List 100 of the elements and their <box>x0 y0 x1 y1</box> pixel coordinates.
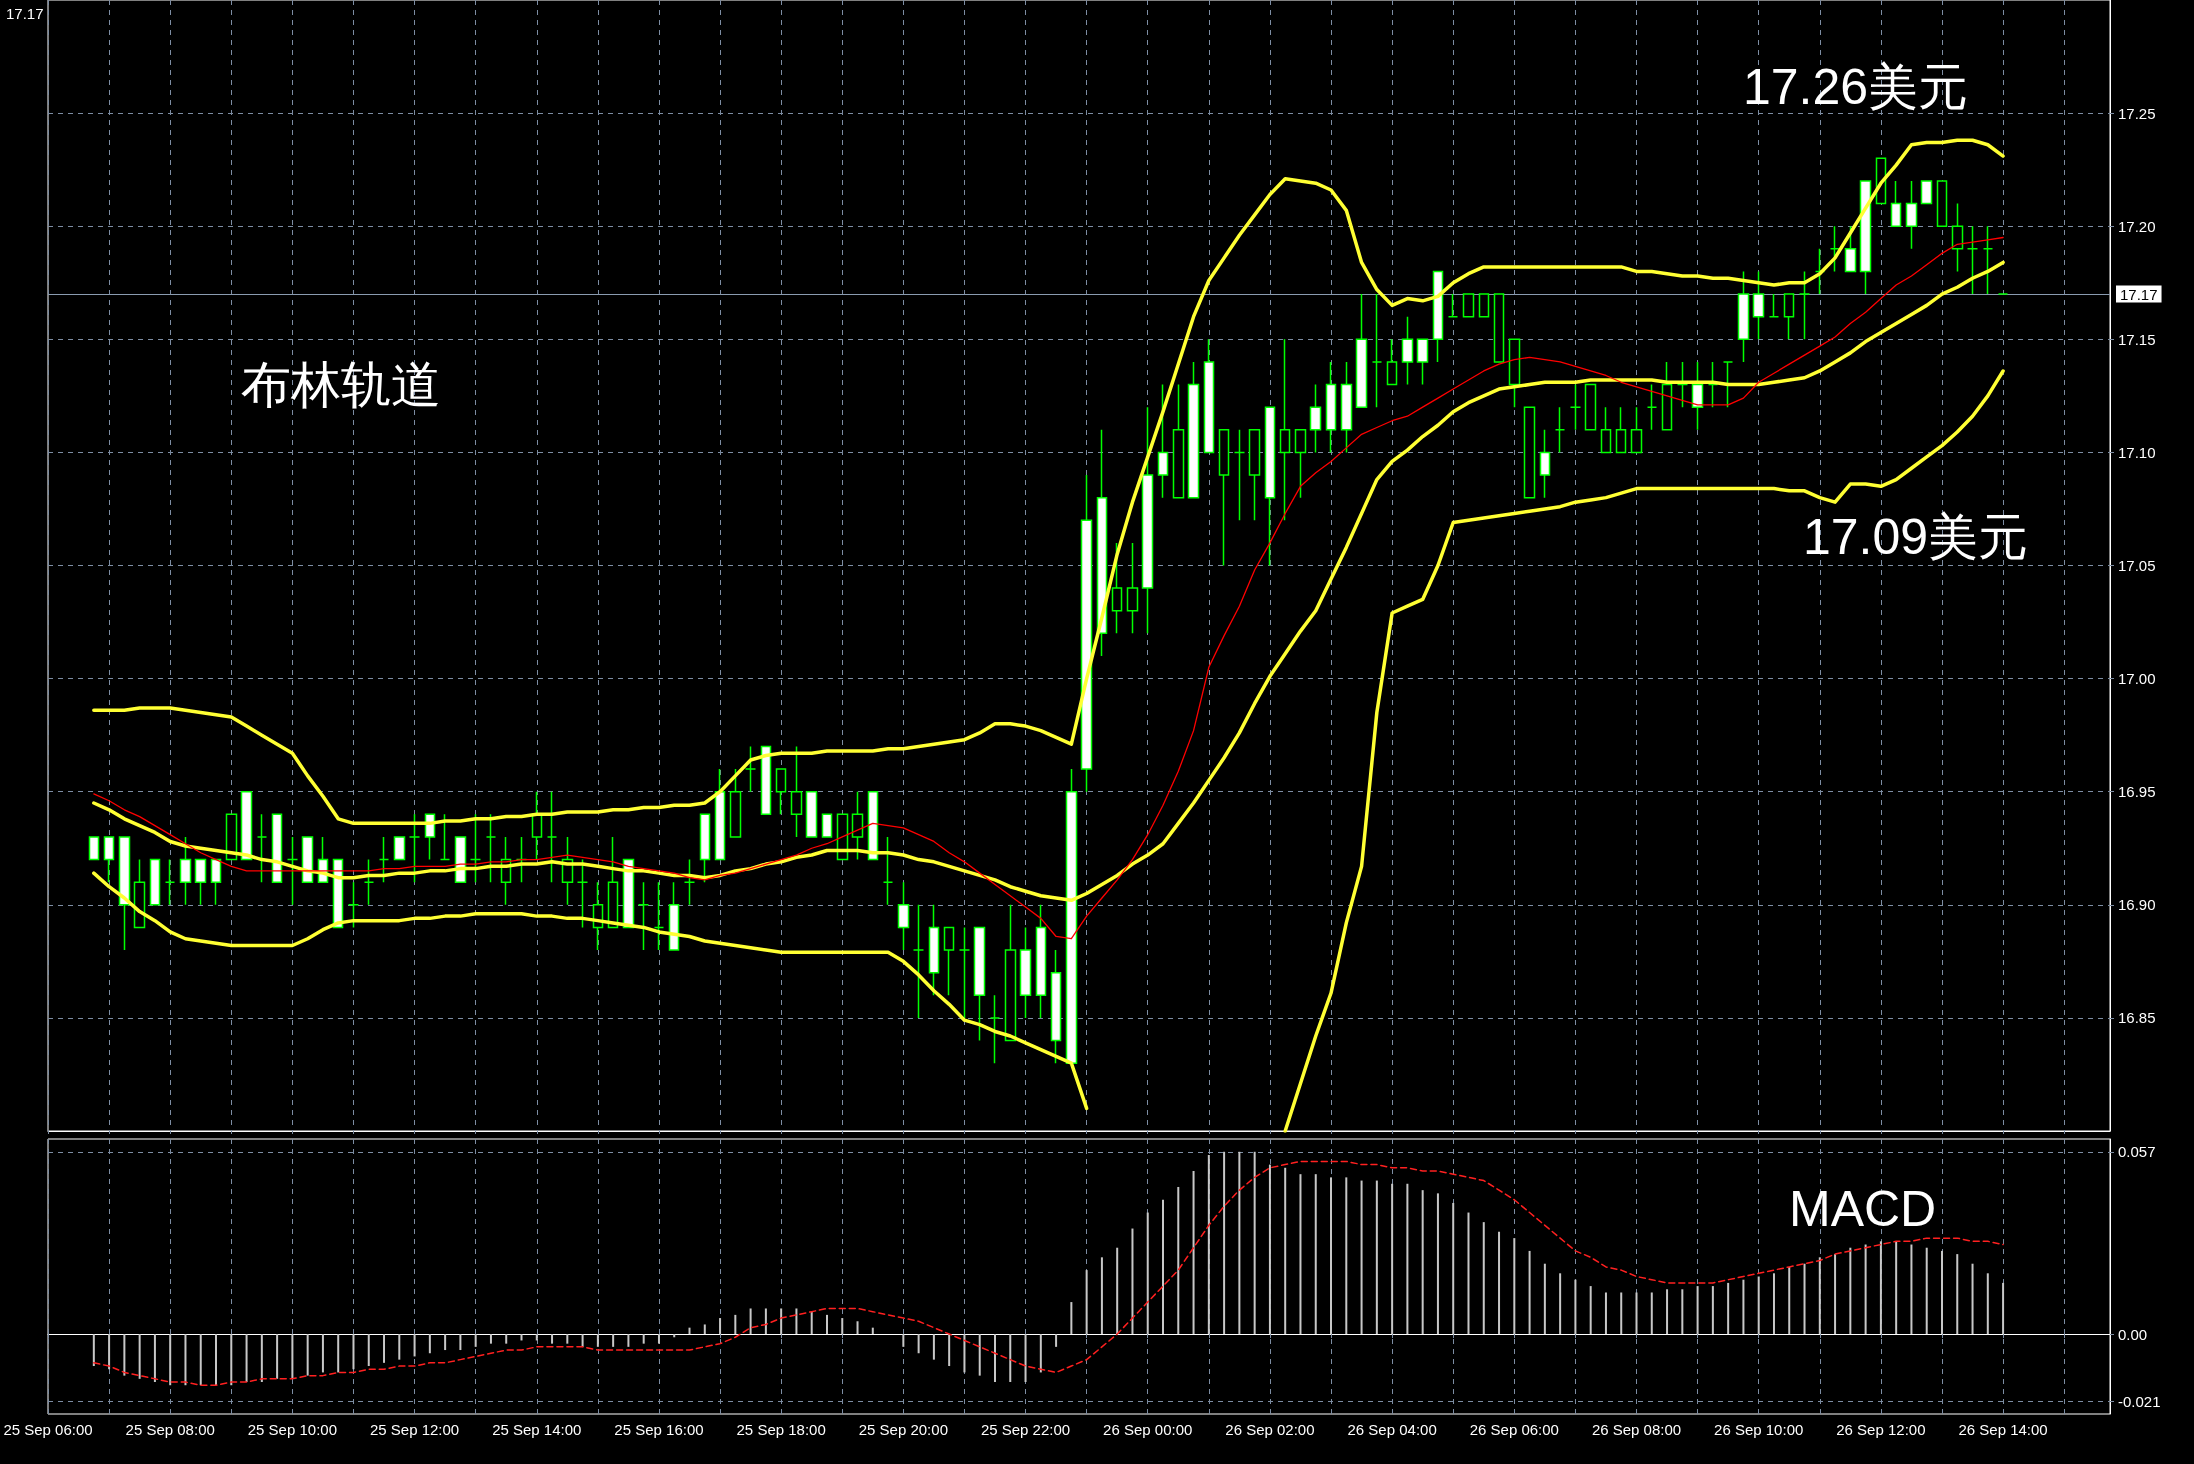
bar <box>963 1334 966 1373</box>
x-tick-label: 26 Sep 12:00 <box>1836 1421 1926 1438</box>
bar <box>688 1327 691 1335</box>
bar <box>260 1334 263 1383</box>
bar <box>398 1334 401 1360</box>
annotation: 17.09美元 <box>1803 509 2029 565</box>
bar <box>551 1334 554 1344</box>
candlestick <box>149 858 161 906</box>
bar <box>856 1321 859 1335</box>
candlestick <box>1539 429 1551 499</box>
x-tick-label: 26 Sep 14:00 <box>1958 1421 2048 1438</box>
bar <box>719 1318 722 1335</box>
candlestick <box>1905 180 1918 250</box>
bar <box>1757 1276 1760 1335</box>
bar <box>1513 1238 1516 1335</box>
candlestick <box>469 813 482 883</box>
candlestick <box>118 836 131 951</box>
bar <box>108 1334 111 1370</box>
bar <box>1467 1212 1470 1335</box>
bar <box>199 1334 202 1386</box>
bar <box>764 1308 767 1335</box>
candlestick <box>1920 180 1933 205</box>
bar <box>1574 1279 1577 1335</box>
bar <box>1314 1174 1317 1335</box>
bar <box>1727 1282 1730 1335</box>
candlestick <box>1508 338 1521 408</box>
candlestick <box>1233 429 1246 522</box>
candlestick <box>882 836 894 906</box>
bar <box>1940 1250 1943 1335</box>
bar <box>383 1334 386 1363</box>
bar <box>1330 1177 1333 1335</box>
candlestick <box>714 768 726 861</box>
candlestick <box>103 836 115 883</box>
bar <box>1146 1212 1149 1335</box>
bar <box>1177 1186 1180 1335</box>
bar <box>184 1334 187 1386</box>
bar <box>169 1334 172 1386</box>
candlestick <box>1264 406 1276 567</box>
bar <box>612 1334 615 1347</box>
candlestick <box>210 858 222 906</box>
candlestick <box>790 745 803 838</box>
bar <box>948 1334 951 1367</box>
candlestick <box>1783 293 1795 341</box>
bar <box>1849 1247 1852 1335</box>
candlestick <box>179 836 192 906</box>
bar <box>1436 1193 1439 1335</box>
candlestick <box>973 926 986 1042</box>
bar <box>1895 1241 1898 1335</box>
candlestick <box>1371 293 1383 408</box>
candlestick <box>805 790 818 838</box>
x-tick-label: 26 Sep 04:00 <box>1347 1421 1437 1438</box>
bar <box>1971 1263 1974 1335</box>
candlestick <box>1248 429 1261 522</box>
bar <box>1604 1292 1607 1335</box>
candlestick <box>1829 225 1841 273</box>
bar <box>1986 1273 1989 1335</box>
bar <box>566 1334 569 1344</box>
candlestick <box>164 858 176 906</box>
bar <box>1482 1222 1485 1335</box>
bar <box>1666 1289 1669 1335</box>
candlestick <box>1126 542 1139 635</box>
annotation: 17.26美元 <box>1743 59 1969 115</box>
candlestick <box>607 836 619 929</box>
candlestick <box>531 790 543 861</box>
x-tick-label: 26 Sep 08:00 <box>1591 1421 1682 1438</box>
bar <box>1452 1202 1455 1335</box>
bar <box>230 1334 233 1386</box>
bar <box>627 1334 630 1347</box>
candlestick <box>1279 338 1291 522</box>
candlestick <box>88 836 100 861</box>
bar <box>1345 1177 1348 1335</box>
bar <box>1498 1231 1501 1335</box>
bar <box>444 1334 447 1351</box>
candlestick <box>1111 542 1123 635</box>
bar <box>1268 1164 1271 1335</box>
bar <box>1528 1250 1531 1335</box>
bar <box>1834 1254 1837 1335</box>
candlestick <box>1401 315 1414 386</box>
x-tick-label: 26 Sep 10:00 <box>1714 1421 1804 1438</box>
candlestick <box>1218 429 1230 567</box>
bar <box>1742 1279 1745 1335</box>
bar <box>1696 1286 1699 1335</box>
y-tick-label: 16.95 <box>2118 783 2156 801</box>
candlestick <box>1676 361 1689 408</box>
candlestick <box>1432 270 1444 363</box>
candlestick <box>1844 225 1857 273</box>
ref-line-label: 17.17 <box>2120 285 2158 303</box>
candlestick <box>1951 202 1964 273</box>
candlestick <box>256 813 268 883</box>
candlestick <box>1416 338 1429 386</box>
candlestick <box>1661 361 1673 431</box>
candlestick <box>912 904 925 1019</box>
bar <box>780 1308 783 1335</box>
bar <box>1925 1247 1928 1335</box>
bar <box>1207 1154 1210 1335</box>
candlestick <box>989 994 1001 1064</box>
bar <box>1589 1286 1592 1335</box>
bar <box>352 1334 355 1370</box>
x-tick-label: 25 Sep 18:00 <box>736 1421 826 1438</box>
bar <box>673 1334 676 1338</box>
